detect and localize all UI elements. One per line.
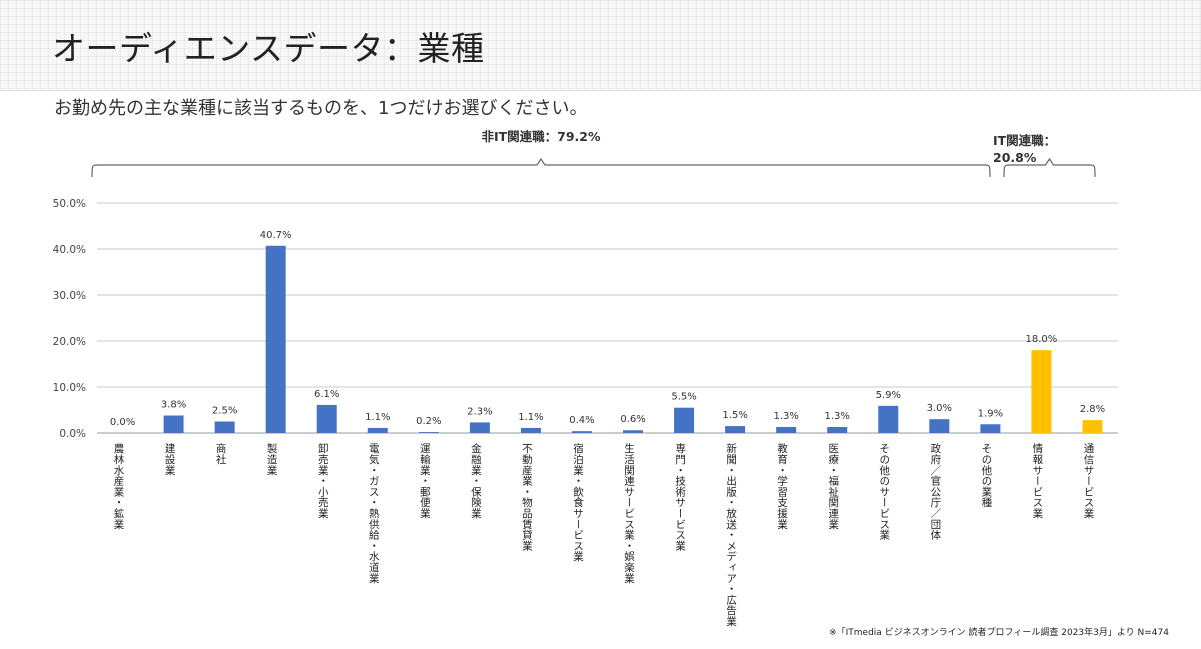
bar — [418, 432, 439, 433]
bar — [520, 427, 541, 433]
category-label: 建設業 — [164, 442, 176, 476]
bar — [367, 427, 388, 433]
bar — [163, 415, 184, 433]
slide-title: オーディエンスデータ：業種 — [52, 29, 485, 68]
data-label: 3.8% — [161, 400, 186, 411]
category-label: 宿泊業・飲食サービス業 — [572, 442, 584, 562]
y-tick-label: 0.0% — [59, 428, 86, 440]
bar — [776, 427, 797, 433]
category-label: 新聞・出版・放送・メディア・広告業 — [725, 442, 737, 627]
data-label: 0.0% — [110, 417, 135, 428]
category-label: 製造業 — [266, 442, 278, 476]
category-label: 専門・技術サービス業 — [674, 443, 686, 551]
survey-question: お勤め先の主な業種に該当するものを、1つだけお選びください。 — [54, 98, 588, 119]
category-label: 情報サービス業 — [1031, 442, 1043, 519]
data-label: 18.0% — [1026, 334, 1058, 345]
bar — [878, 405, 899, 433]
data-label: 1.1% — [518, 412, 543, 423]
data-label: 0.4% — [569, 415, 594, 426]
data-label: 2.8% — [1080, 404, 1105, 415]
bar — [316, 404, 337, 433]
bar — [623, 430, 644, 433]
footnote: ※「ITmedia ビジネスオンライン 読者プロフィール調査 2023年3月」よ… — [829, 628, 1169, 638]
bracket-non-it — [91, 157, 991, 178]
category-label: 政府／官公庁／団体 — [929, 442, 941, 540]
bar — [929, 419, 950, 433]
y-tick-label: 40.0% — [53, 244, 86, 256]
category-label: 農林水産業・鉱業 — [113, 442, 125, 530]
bar — [674, 407, 695, 433]
bar — [214, 421, 235, 433]
y-tick-label: 30.0% — [53, 290, 86, 302]
data-label: 40.7% — [260, 230, 292, 241]
category-label: その他のサービス業 — [878, 443, 890, 541]
data-label: 1.9% — [978, 408, 1003, 419]
category-label: 運輸業・郵便業 — [419, 443, 431, 519]
bar — [1082, 420, 1103, 433]
data-label: 3.0% — [927, 403, 952, 414]
category-label: 卸売業・小売業 — [317, 442, 329, 519]
category-label: その他の業種 — [980, 443, 992, 508]
data-label: 2.5% — [212, 406, 237, 417]
y-tick-label: 10.0% — [53, 382, 86, 394]
bar — [725, 426, 746, 433]
category-label: 教育・学習支援業 — [776, 442, 788, 530]
data-label: 1.3% — [825, 411, 850, 422]
bar — [827, 427, 848, 433]
bracket-it — [1003, 157, 1096, 178]
data-label: 5.5% — [671, 392, 696, 403]
bar — [571, 431, 592, 433]
data-label: 2.3% — [467, 406, 492, 417]
category-label: 通信サービス業 — [1082, 443, 1094, 519]
category-label: 不動産業・物品賃貸業 — [521, 443, 533, 551]
category-label: 金融業・保険業 — [470, 442, 482, 519]
data-label: 5.9% — [876, 390, 901, 401]
y-tick-label: 50.0% — [53, 198, 86, 210]
group-label-it: IT関連職： 20.8% — [993, 133, 1056, 165]
data-label: 0.2% — [416, 416, 441, 427]
y-tick-label: 20.0% — [53, 336, 86, 348]
data-label: 1.3% — [773, 411, 798, 422]
header-band — [0, 0, 1201, 91]
category-label: 生活関連サービス業・娯楽業 — [623, 442, 635, 584]
group-label-non-it: 非IT関連職：79.2% — [481, 129, 601, 144]
category-label: 電気・ガス・熱供給・水道業 — [368, 443, 380, 584]
bar — [265, 245, 286, 433]
bar — [1031, 350, 1052, 433]
bar — [469, 422, 490, 433]
category-label: 医療・福祉関連業 — [827, 443, 839, 530]
bar — [980, 424, 1001, 433]
data-label: 6.1% — [314, 389, 339, 400]
data-label: 0.6% — [620, 414, 645, 425]
category-label: 商社 — [215, 442, 227, 465]
data-label: 1.5% — [722, 410, 747, 421]
data-label: 1.1% — [365, 412, 390, 423]
